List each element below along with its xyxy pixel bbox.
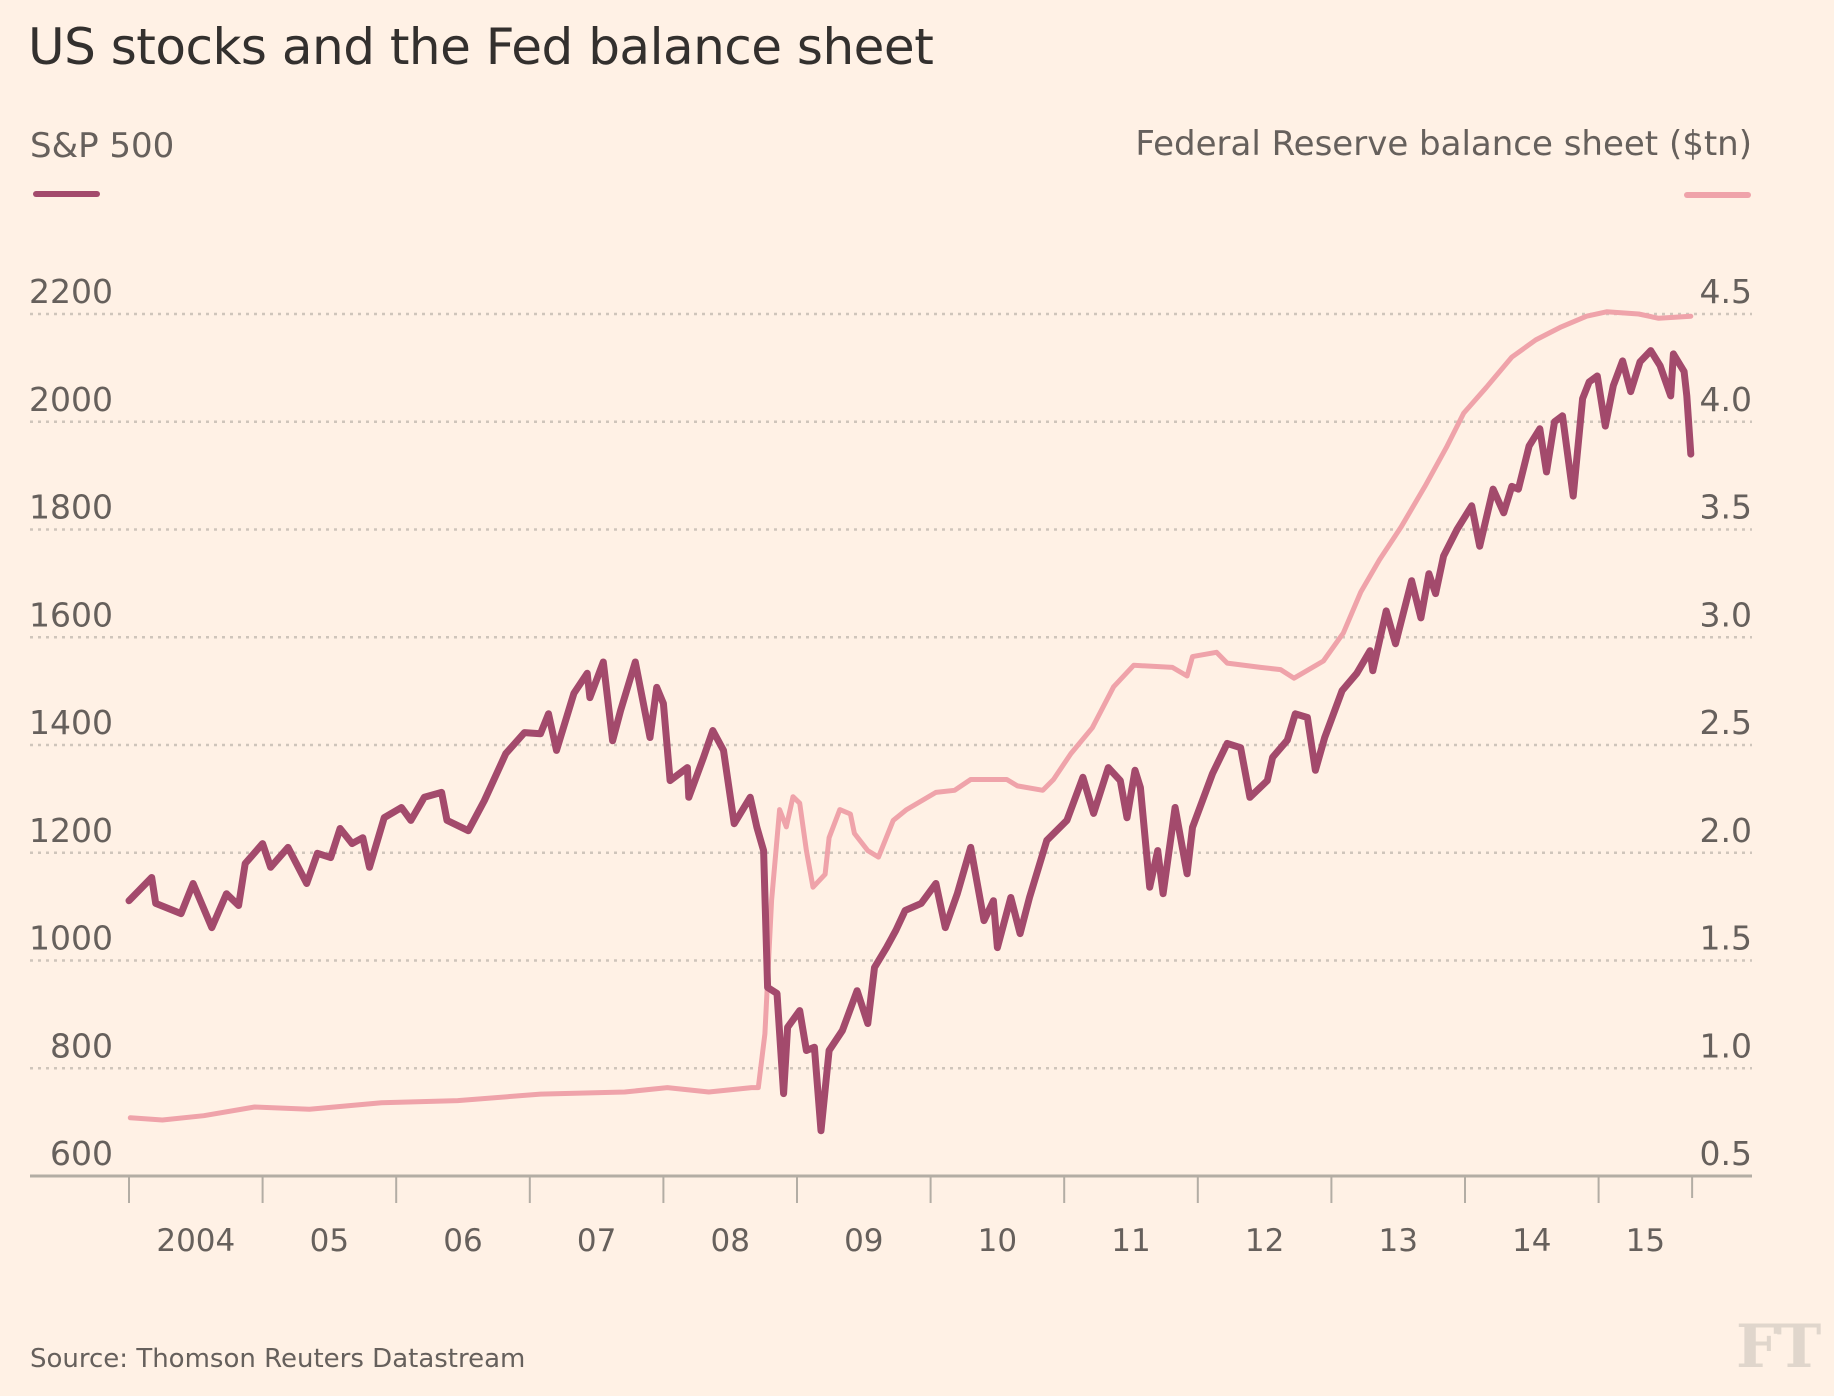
x-tick-label: 05 [310, 1223, 349, 1259]
x-tick-label: 2004 [156, 1223, 235, 1259]
y-left-tick-label: 1600 [29, 595, 113, 634]
y-right-tick-label: 4.0 [1700, 380, 1752, 419]
gridlines [30, 312, 1752, 1070]
x-tick-label: 13 [1378, 1223, 1417, 1259]
chart-title: US stocks and the Fed balance sheet [28, 18, 934, 76]
x-tick-label: 08 [710, 1223, 749, 1259]
y-axis-left: 600 800 1000 1200 1400 1600 1800 2000 2200 [29, 272, 113, 1173]
y-left-tick-label: 2000 [29, 380, 113, 419]
x-tick-label: 07 [577, 1223, 616, 1259]
y-right-tick-label: 3.5 [1700, 488, 1752, 527]
x-axis: 2004 05 06 07 08 09 10 11 12 13 14 15 [30, 1174, 1752, 1259]
y-right-tick-label: 1.5 [1700, 919, 1752, 958]
y-right-tick-label: 0.5 [1700, 1134, 1752, 1173]
y-left-tick-label: 1800 [29, 488, 113, 527]
y-left-tick-label: 1400 [29, 703, 113, 742]
x-tick-label: 09 [844, 1223, 883, 1259]
legend-fed-label: Federal Reserve balance sheet ($tn) [1135, 124, 1752, 164]
y-left-tick-label: 2200 [29, 272, 113, 311]
legend-sp500-swatch [33, 191, 100, 197]
x-tick-label: 14 [1512, 1223, 1551, 1259]
y-right-tick-label: 4.5 [1700, 272, 1752, 311]
y-right-tick-label: 2.0 [1700, 811, 1752, 850]
legend-fed-swatch [1684, 192, 1751, 198]
y-right-tick-label: 1.0 [1700, 1026, 1752, 1065]
legend-sp500-label: S&P 500 [30, 126, 175, 166]
y-right-tick-label: 3.0 [1700, 595, 1752, 634]
x-tick-label: 10 [978, 1223, 1017, 1259]
y-left-tick-label: 1200 [29, 811, 113, 850]
x-tick-label: 12 [1245, 1223, 1284, 1259]
series-lines [125, 309, 1695, 1135]
x-tick-label: 06 [443, 1223, 482, 1259]
series-line-fed-balance-sheet [127, 309, 1694, 1123]
y-left-tick-label: 1000 [29, 919, 113, 958]
x-tick-label: 15 [1626, 1223, 1665, 1259]
series-line-sp500 [125, 347, 1695, 1135]
y-right-tick-label: 2.5 [1700, 703, 1752, 742]
ft-logo: FT [1736, 1312, 1821, 1382]
y-left-tick-label: 600 [50, 1134, 113, 1173]
y-left-tick-label: 800 [50, 1026, 113, 1065]
source-note: Source: Thomson Reuters Datastream [30, 1344, 526, 1374]
y-axis-right: 0.5 1.0 1.5 2.0 2.5 3.0 3.5 4.0 4.5 [1700, 272, 1752, 1173]
x-tick-label: 11 [1111, 1223, 1150, 1259]
